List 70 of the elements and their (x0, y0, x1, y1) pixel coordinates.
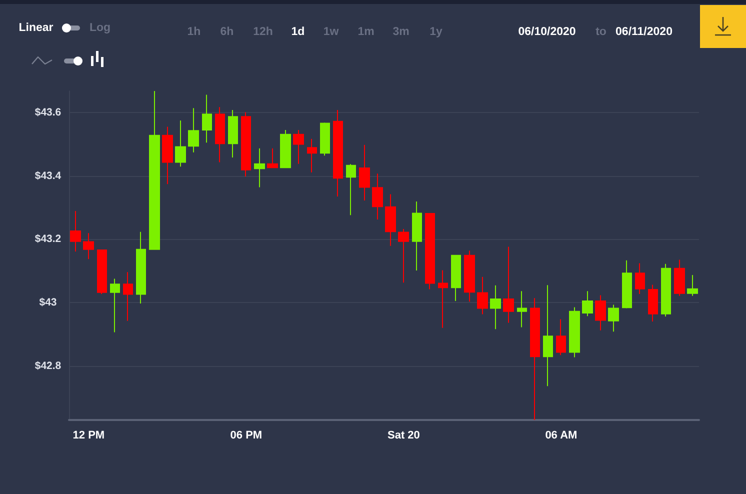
text: 1d (291, 25, 305, 39)
candlestick (477, 276, 488, 315)
candlestick (123, 272, 133, 322)
candlestick (412, 201, 422, 272)
candlestick (622, 260, 632, 309)
text: Log (89, 21, 111, 35)
text: 06/10/2020 (518, 25, 576, 39)
candlestick (372, 173, 383, 220)
y-tick-label: $43.2 (34, 233, 62, 246)
candlestick (254, 148, 265, 188)
candlestick (385, 194, 396, 246)
candlestick (136, 231, 146, 304)
candlestick (398, 228, 409, 284)
candlestick (188, 108, 199, 153)
candlestick (359, 144, 370, 202)
text: 12h (253, 25, 273, 39)
candlestick (530, 298, 540, 420)
y-tick-label: $43.4 (34, 170, 62, 182)
candlestick (83, 232, 94, 260)
x-tick-label: 12 PM (72, 430, 105, 442)
x-tick-label: Sat 20 (387, 430, 420, 442)
text: 3m (392, 25, 410, 39)
candlestick (582, 290, 593, 317)
candlestick (451, 254, 461, 302)
x-tick-label: 06 PM (230, 430, 262, 442)
candlestick (503, 246, 514, 324)
candlestick (687, 274, 698, 296)
candlestick (635, 262, 645, 294)
candlestick (543, 284, 553, 387)
candlestick (241, 112, 251, 177)
candlestick (149, 90, 160, 250)
candlestick (175, 120, 186, 168)
candlestick (320, 122, 330, 156)
candlestick (661, 263, 671, 317)
text: 06/11/2020 (616, 25, 672, 39)
text: to (596, 25, 606, 39)
candlestick (608, 304, 619, 332)
candlestick (464, 250, 475, 302)
candlestick (215, 106, 225, 163)
y-tick-label: $43 (39, 296, 57, 309)
candlestick (674, 259, 685, 296)
text: 6h (220, 25, 234, 39)
candlestick (569, 306, 580, 358)
candlestick (346, 164, 356, 216)
candlestick (293, 129, 304, 164)
candlestick (70, 210, 81, 252)
candlestick (333, 110, 343, 197)
candlestick (556, 318, 566, 356)
text: 1h (187, 25, 201, 39)
candlestick (438, 270, 448, 328)
candlestick (517, 290, 527, 328)
candlestick (648, 284, 658, 322)
candlestick (162, 126, 173, 185)
candlestick (490, 284, 501, 330)
text: 1w (323, 25, 339, 39)
candlestick (267, 148, 278, 168)
candlestick (202, 94, 212, 144)
candlestick (110, 278, 120, 333)
candlestick (228, 110, 238, 158)
x-tick-label: 06 AM (545, 430, 578, 442)
candlestick (307, 138, 317, 173)
candlestick (595, 294, 606, 331)
candlestick (97, 249, 107, 294)
text: 1m (358, 25, 374, 39)
candlestick (425, 212, 435, 290)
candlestick (280, 129, 291, 168)
y-tick-label: $43.6 (34, 106, 62, 119)
text: Linear (18, 21, 54, 35)
text: 1y (430, 25, 442, 39)
y-tick-label: $42.8 (34, 360, 62, 372)
